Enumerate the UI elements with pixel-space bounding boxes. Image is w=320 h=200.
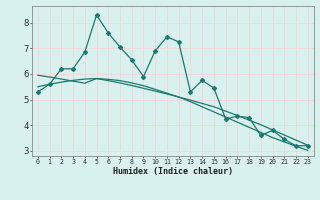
X-axis label: Humidex (Indice chaleur): Humidex (Indice chaleur) bbox=[113, 167, 233, 176]
